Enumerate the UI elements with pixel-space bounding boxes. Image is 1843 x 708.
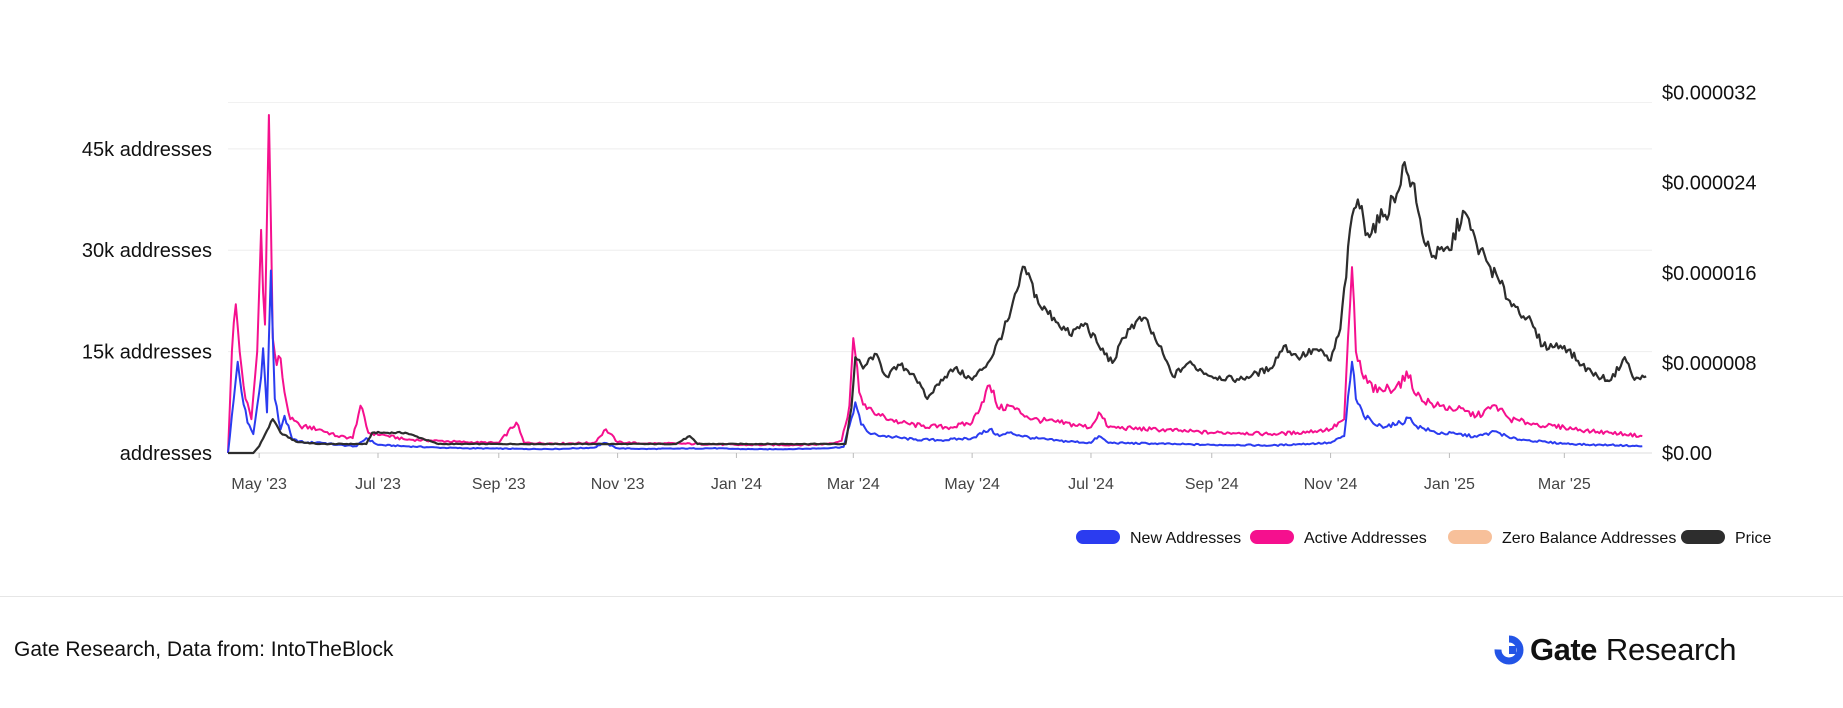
legend-label-zero-balance-addresses[interactable]: Zero Balance Addresses (1502, 530, 1676, 547)
legend-label-new-addresses[interactable]: New Addresses (1130, 530, 1241, 547)
x-tick-label: Mar '25 (1538, 476, 1591, 493)
y-right-tick-label: $0.00 (1662, 443, 1712, 465)
x-tick-label: Nov '23 (591, 476, 645, 493)
y-right-tick-label: $0.000032 (1662, 83, 1757, 105)
x-tick-label: May '24 (944, 476, 1000, 493)
x-tick-label: Jul '24 (1068, 476, 1114, 493)
footer-divider (0, 596, 1843, 597)
legend: New Addresses Active Addresses Zero Balanc… (1076, 530, 1772, 547)
series-line-active-addresses (227, 114, 1643, 454)
y-right-tick-label: $0.000008 (1662, 353, 1757, 375)
x-tick-label: Mar '24 (827, 476, 880, 493)
y-left-tick-label: 15k addresses (82, 342, 212, 364)
x-tick-label: Jan '25 (1424, 476, 1475, 493)
x-tick-label: May '23 (231, 476, 287, 493)
brand-sub: Research (1605, 632, 1737, 667)
y-right-tick-label: $0.000016 (1662, 263, 1757, 285)
series-layer (227, 114, 1647, 455)
y-left-tick-label: addresses (120, 443, 212, 465)
x-tick-label: Nov '24 (1304, 476, 1358, 493)
chart: addresses 15k addresses 30k addresses 45k a… (82, 83, 1772, 547)
x-tick-label: Jan '24 (711, 476, 762, 493)
gate-logo-icon (1494, 635, 1524, 665)
legend-swatch-active-addresses[interactable] (1250, 530, 1294, 544)
gridlines (228, 102, 1652, 454)
brand-logo: Gate Research (1494, 628, 1737, 672)
series-line-price (228, 161, 1647, 455)
x-tick-label: Sep '24 (1185, 476, 1239, 493)
y-left-tick-label: 45k addresses (82, 139, 212, 161)
y-left-tick-label: 30k addresses (82, 240, 212, 262)
legend-swatch-price[interactable] (1681, 530, 1725, 544)
x-tick-label: Sep '23 (472, 476, 526, 493)
x-axis: May '23 Jul '23 Sep '23 Nov '23 Jan '24 Mar '… (231, 453, 1591, 493)
legend-label-active-addresses[interactable]: Active Addresses (1304, 530, 1427, 547)
series-line-new-addresses (227, 269, 1643, 454)
legend-swatch-new-addresses[interactable] (1076, 530, 1120, 544)
x-tick-label: Jul '23 (355, 476, 401, 493)
left-axis: addresses 15k addresses 30k addresses 45k a… (82, 139, 212, 465)
y-right-tick-label: $0.000024 (1662, 173, 1757, 195)
legend-swatch-zero-balance-addresses[interactable] (1448, 530, 1492, 544)
footer-source: Gate Research, Data from: IntoTheBlock (14, 638, 394, 661)
brand-name: Gate (1530, 632, 1597, 667)
right-axis: $0.00 $0.000008 $0.000016 $0.000024 $0.00003… (1662, 83, 1757, 465)
legend-label-price[interactable]: Price (1735, 530, 1772, 547)
